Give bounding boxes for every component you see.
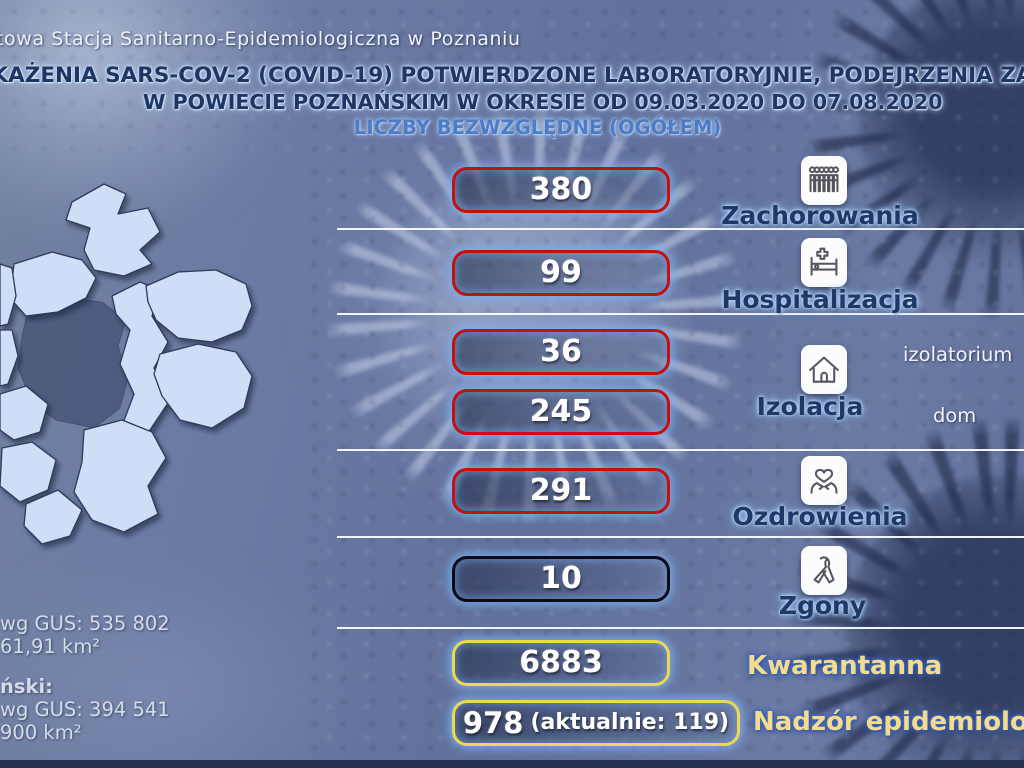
value-box-ozdrowienia: 291 xyxy=(452,468,670,514)
value-box-zachorowania: 380 xyxy=(452,167,670,213)
value-zachorowania: 380 xyxy=(529,172,593,207)
row-separator xyxy=(337,313,1024,315)
powiat-map-svg xyxy=(0,183,253,545)
row-separator xyxy=(337,228,1024,230)
label-zgony: Zgony xyxy=(778,591,867,620)
footnote-population-2: wg GUS: 394 541 xyxy=(0,698,170,721)
commune-shape xyxy=(73,419,167,533)
commune-shape xyxy=(0,385,49,441)
title-line-2: W POWIECIE POZNAŃSKIM W OKRESIE OD 09.03… xyxy=(142,90,943,114)
label-kwarantanna: Kwarantanna xyxy=(747,651,943,681)
awareness-ribbon-icon xyxy=(801,546,847,595)
commune-shape xyxy=(0,441,57,503)
title-line-1: AKAŻENIA SARS-COV-2 (COVID-19) POTWIERDZ… xyxy=(0,63,1024,88)
hands-heart-icon xyxy=(801,456,847,505)
label-zachorowania: Zachorowania xyxy=(721,201,919,230)
sublabel-dom: dom xyxy=(933,404,977,427)
virus-spikes xyxy=(300,100,770,530)
value-box-kwarantanna: 6883 xyxy=(452,640,670,686)
footnote-district-heading: ński: xyxy=(0,675,53,698)
footnote-area-1: 61,91 km² xyxy=(0,635,101,658)
commune-shape xyxy=(9,251,97,317)
value-zgony: 10 xyxy=(540,561,582,596)
commune-shape xyxy=(65,183,161,277)
value-izolatorium: 36 xyxy=(540,334,582,369)
people-group-icon xyxy=(801,156,847,205)
station-name-text: towa Stacja Sanitarno-Epidemiologiczna w… xyxy=(0,28,521,50)
value-box-nadzor: 978 (aktualnie: 119) xyxy=(452,700,740,746)
virus-texture-center xyxy=(300,100,770,530)
footnote-area-2: 900 km² xyxy=(0,721,82,744)
value-nadzor: 978 xyxy=(462,705,524,740)
value-kwarantanna: 6883 xyxy=(519,645,603,680)
title-line-3: LICZBY BEZWZGLĘDNE (OGÓŁEM) xyxy=(353,116,722,139)
label-ozdrowienia: Ozdrowienia xyxy=(732,502,908,531)
label-nadzor: Nadzór epidemiologi xyxy=(753,707,1024,737)
commune-shape xyxy=(23,489,83,545)
commune-shape xyxy=(0,263,17,327)
label-izolacja: Izolacja xyxy=(756,392,864,421)
value-hospitalizacja: 99 xyxy=(540,255,582,290)
value-box-hospitalizacja: 99 xyxy=(452,250,670,296)
row-separator xyxy=(337,627,1024,629)
row-separator xyxy=(337,449,1024,451)
value-box-izolatorium: 36 xyxy=(452,329,670,375)
poznan-city-area xyxy=(17,297,129,429)
label-hospitalizacja: Hospitalizacja xyxy=(721,285,919,314)
hospital-bed-icon xyxy=(801,238,847,287)
house-icon xyxy=(801,345,847,394)
value-box-izolacja-dom: 245 xyxy=(452,389,670,435)
footnote-population-1: wg GUS: 535 802 xyxy=(0,612,170,635)
commune-shape xyxy=(153,343,253,429)
commune-shape xyxy=(145,269,253,343)
value-izolacja-dom: 245 xyxy=(529,394,593,429)
map-footnotes: wg GUS: 535 802 61,91 km² ński: wg GUS: … xyxy=(0,612,170,744)
value-ozdrowienia: 291 xyxy=(529,473,593,508)
row-separator xyxy=(337,536,1024,538)
value-box-zgony: 10 xyxy=(452,556,670,602)
district-map xyxy=(0,168,266,553)
value-nadzor-annotation: (aktualnie: 119) xyxy=(530,710,730,735)
sublabel-izolatorium: izolatorium xyxy=(903,343,1013,366)
commune-shape xyxy=(0,329,19,387)
bottom-bar xyxy=(0,760,1024,768)
